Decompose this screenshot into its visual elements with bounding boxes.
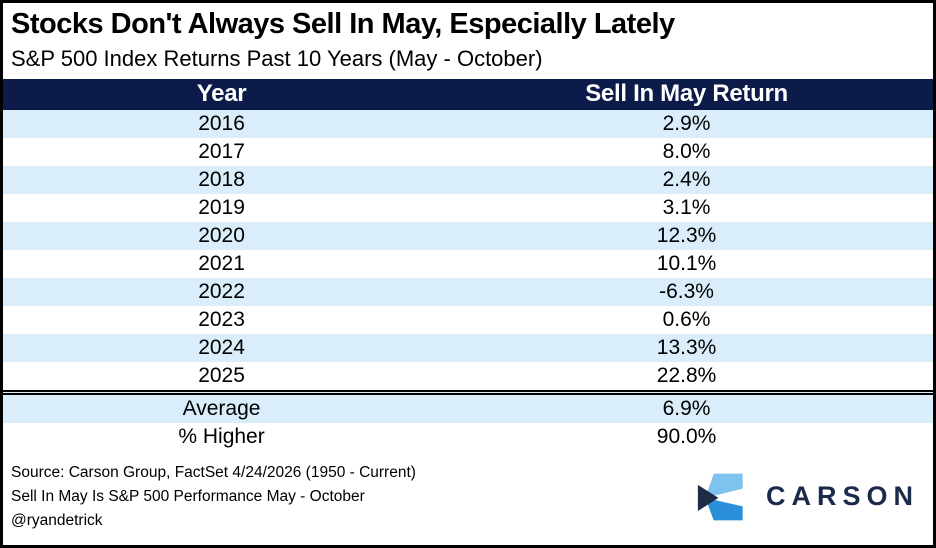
table-row: 2022 -6.3% bbox=[3, 277, 933, 306]
return-cell: 12.3% bbox=[440, 221, 933, 250]
year-cell: 2016 bbox=[3, 109, 441, 138]
table-row: 2017 8.0% bbox=[3, 138, 933, 166]
year-cell: 2023 bbox=[198, 308, 245, 332]
return-cell: 3.1% bbox=[662, 196, 711, 220]
average-label: Average bbox=[3, 389, 441, 423]
carson-logo: CARSON bbox=[696, 472, 919, 522]
year-cell: 2020 bbox=[3, 221, 441, 250]
table-row: 2018 2.4% bbox=[3, 165, 933, 194]
source-line-2: Sell In May Is S&P 500 Performance May -… bbox=[11, 487, 365, 505]
table-body: 2016 2.9% 2017 8.0% 2018 2.4% 2019 3.1% 2020 12.3… bbox=[3, 109, 933, 393]
percent-higher-value: 90.0% bbox=[656, 425, 717, 449]
year-cell: 2018 bbox=[3, 165, 441, 194]
table-row: 2020 12.3% bbox=[3, 221, 933, 250]
year-cell: 2017 bbox=[198, 140, 245, 164]
return-cell: 8.0% bbox=[662, 140, 711, 164]
table-header-row: Year Sell In May Return bbox=[3, 78, 933, 110]
percent-higher-label: % Higher bbox=[178, 425, 265, 449]
average-row: Average 6.9% bbox=[3, 389, 933, 423]
source-line-1: Source: Carson Group, FactSet 4/24/2026 … bbox=[11, 463, 416, 481]
year-cell: 2024 bbox=[3, 333, 441, 362]
table-row: 2016 2.9% bbox=[3, 109, 933, 138]
return-cell: 0.6% bbox=[662, 308, 711, 332]
return-cell: -6.3% bbox=[440, 277, 933, 306]
source-line-3: @ryandetrick bbox=[11, 511, 103, 529]
table-row: 2019 3.1% bbox=[3, 194, 933, 222]
carson-logo-wordmark: CARSON bbox=[765, 481, 919, 512]
return-cell: 13.3% bbox=[440, 333, 933, 362]
carson-logo-icon bbox=[697, 473, 743, 521]
table-row: 2024 13.3% bbox=[3, 333, 933, 362]
return-cell: 10.1% bbox=[656, 252, 717, 276]
table-row: 2021 10.1% bbox=[3, 250, 933, 278]
footer: Source: Carson Group, FactSet 4/24/2026 … bbox=[3, 451, 933, 545]
year-cell: 2019 bbox=[198, 196, 245, 220]
page-title: Stocks Don't Always Sell In May, Especia… bbox=[11, 8, 675, 40]
average-value: 6.9% bbox=[440, 389, 933, 423]
column-header-return: Sell In May Return bbox=[440, 78, 933, 110]
returns-table: Year Sell In May Return 2016 2.9% 2017 8.0%… bbox=[3, 78, 933, 451]
percent-higher-row: % Higher 90.0% bbox=[3, 423, 933, 451]
source-text: Source: Carson Group, FactSet 4/24/2026 … bbox=[11, 461, 416, 533]
column-header-year: Year bbox=[3, 78, 441, 110]
page-subtitle: S&P 500 Index Returns Past 10 Years (May… bbox=[11, 46, 543, 72]
year-cell: 2025 bbox=[198, 364, 245, 388]
title-block: Stocks Don't Always Sell In May, Especia… bbox=[3, 3, 933, 79]
table-row: 2025 22.8% bbox=[3, 362, 933, 393]
return-cell: 22.8% bbox=[656, 364, 717, 388]
year-cell: 2022 bbox=[3, 277, 441, 306]
year-cell: 2021 bbox=[198, 252, 245, 276]
return-cell: 2.9% bbox=[440, 109, 933, 138]
return-cell: 2.4% bbox=[440, 165, 933, 194]
table-row: 2023 0.6% bbox=[3, 306, 933, 334]
